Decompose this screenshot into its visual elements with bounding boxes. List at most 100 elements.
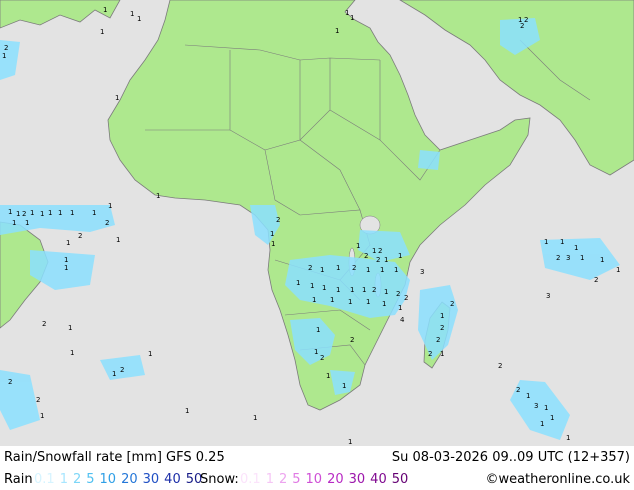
svg-text:2: 2 — [440, 324, 444, 332]
credit-link[interactable]: ©weatheronline.co.uk — [485, 472, 630, 487]
europe-landmass — [0, 0, 121, 29]
svg-text:2: 2 — [436, 336, 440, 344]
svg-text:1: 1 — [380, 266, 384, 274]
svg-text:2: 2 — [120, 366, 124, 374]
svg-text:2: 2 — [364, 252, 368, 260]
svg-text:1: 1 — [137, 15, 141, 23]
svg-text:1: 1 — [350, 286, 354, 294]
svg-text:2: 2 — [105, 219, 109, 227]
snow-legend-levels: 0.1 1 2 5 10 20 30 40 50 — [240, 470, 413, 490]
svg-text:2: 2 — [4, 44, 8, 52]
svg-text:1: 1 — [544, 404, 548, 412]
svg-text:1: 1 — [92, 209, 96, 217]
svg-text:1: 1 — [322, 284, 326, 292]
svg-text:1: 1 — [540, 420, 544, 428]
svg-text:1: 1 — [326, 372, 330, 380]
svg-text:1: 1 — [526, 392, 530, 400]
svg-text:2: 2 — [308, 264, 312, 272]
svg-text:1: 1 — [64, 264, 68, 272]
svg-text:4: 4 — [400, 316, 405, 324]
svg-text:1: 1 — [70, 209, 74, 217]
svg-text:1: 1 — [8, 208, 12, 216]
svg-text:1: 1 — [185, 407, 189, 415]
svg-text:1: 1 — [366, 266, 370, 274]
svg-text:1: 1 — [362, 286, 366, 294]
svg-text:2: 2 — [320, 354, 324, 362]
svg-text:1: 1 — [518, 16, 522, 24]
svg-text:1: 1 — [560, 238, 564, 246]
rain-level-8: 50 — [185, 472, 203, 487]
svg-text:1: 1 — [336, 286, 340, 294]
snow-level-8: 50 — [391, 472, 409, 487]
svg-text:2: 2 — [556, 254, 560, 262]
svg-text:1: 1 — [550, 414, 554, 422]
svg-text:2: 2 — [450, 300, 454, 308]
svg-text:1: 1 — [271, 240, 275, 248]
svg-text:2: 2 — [36, 396, 40, 404]
svg-text:1: 1 — [616, 266, 620, 274]
arabia-landmass — [399, 0, 634, 176]
svg-text:2: 2 — [372, 286, 376, 294]
svg-text:1: 1 — [566, 434, 570, 442]
svg-text:2: 2 — [276, 216, 280, 224]
svg-text:1: 1 — [68, 324, 72, 332]
snow-level-3: 5 — [292, 472, 301, 487]
svg-text:1: 1 — [366, 298, 370, 306]
snow-level-5: 20 — [327, 472, 344, 487]
svg-text:1: 1 — [350, 14, 354, 22]
svg-text:1: 1 — [372, 247, 376, 255]
svg-text:1: 1 — [108, 202, 112, 210]
svg-text:1: 1 — [12, 219, 16, 227]
rain-level-6: 30 — [142, 472, 160, 487]
rain-legend-label: Rain — [4, 472, 33, 487]
svg-text:1: 1 — [384, 288, 388, 296]
svg-text:1: 1 — [270, 230, 274, 238]
svg-text:1: 1 — [314, 348, 318, 356]
svg-text:1: 1 — [48, 209, 52, 217]
svg-text:3: 3 — [546, 292, 550, 300]
rain-legend-levels: 0.1 1 2 5 10 20 30 40 50 — [34, 470, 207, 490]
svg-text:1: 1 — [345, 9, 349, 17]
svg-text:1: 1 — [64, 256, 68, 264]
svg-text:1: 1 — [320, 266, 324, 274]
svg-text:1: 1 — [310, 282, 314, 290]
svg-text:2: 2 — [594, 276, 598, 284]
snow-legend-label: Snow: — [200, 472, 239, 487]
svg-text:1: 1 — [440, 312, 444, 320]
rain-level-7: 40 — [164, 472, 181, 487]
svg-text:1: 1 — [253, 414, 257, 422]
svg-text:2: 2 — [404, 294, 408, 302]
svg-text:1: 1 — [115, 94, 119, 102]
svg-text:2: 2 — [8, 378, 12, 386]
rain-level-3: 5 — [86, 472, 95, 487]
svg-text:1: 1 — [382, 300, 386, 308]
svg-text:1: 1 — [580, 254, 584, 262]
snow-level-4: 10 — [305, 472, 323, 487]
svg-text:2: 2 — [352, 264, 356, 272]
svg-text:2: 2 — [428, 350, 432, 358]
svg-text:1: 1 — [316, 326, 320, 334]
svg-text:3: 3 — [566, 254, 570, 262]
map-footer: Rain/Snowfall rate [mm] GFS 0.25 Su 08-0… — [0, 446, 634, 490]
svg-text:1: 1 — [25, 219, 29, 227]
svg-text:1: 1 — [112, 370, 116, 378]
svg-text:1: 1 — [156, 192, 160, 200]
svg-text:1: 1 — [356, 242, 360, 250]
svg-text:1: 1 — [103, 6, 107, 14]
snow-level-0: 0.1 — [240, 472, 261, 487]
svg-text:2: 2 — [516, 386, 520, 394]
svg-text:2: 2 — [78, 232, 82, 240]
svg-text:1: 1 — [40, 412, 44, 420]
svg-text:2: 2 — [396, 290, 400, 298]
svg-text:1: 1 — [384, 256, 388, 264]
svg-text:1: 1 — [148, 350, 152, 358]
rain-level-2: 2 — [72, 472, 82, 487]
svg-text:2: 2 — [22, 210, 26, 218]
legend-row: Rain 0.1 1 2 5 10 20 30 40 50 Snow: 0.1 1 2 5 10 20 30… — [4, 470, 630, 490]
svg-text:1: 1 — [335, 27, 339, 35]
svg-text:2: 2 — [520, 22, 524, 30]
rain-level-0: 0.1 — [34, 472, 55, 487]
svg-text:2: 2 — [524, 16, 528, 24]
svg-text:1: 1 — [130, 10, 134, 18]
